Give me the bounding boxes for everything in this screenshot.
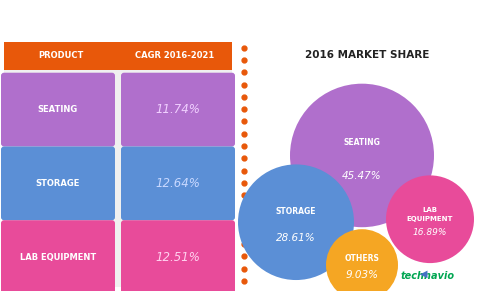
Text: SEATING: SEATING — [344, 138, 381, 147]
FancyBboxPatch shape — [1, 146, 115, 220]
Text: STORAGE: STORAGE — [36, 179, 80, 188]
Text: LAB EQUIPMENT: LAB EQUIPMENT — [20, 253, 96, 262]
Text: technavio: technavio — [401, 271, 455, 281]
Text: 11.74%: 11.74% — [156, 103, 201, 116]
Text: OTHERS: OTHERS — [345, 254, 379, 263]
Text: 9.03%: 9.03% — [346, 270, 379, 280]
Ellipse shape — [290, 84, 434, 227]
FancyBboxPatch shape — [1, 220, 115, 291]
Text: CAGR 2016-2021: CAGR 2016-2021 — [135, 51, 215, 60]
Text: ◀: ◀ — [420, 269, 428, 279]
Text: 16.89%: 16.89% — [413, 228, 447, 237]
FancyBboxPatch shape — [121, 73, 235, 146]
FancyBboxPatch shape — [4, 42, 232, 70]
Ellipse shape — [238, 164, 354, 280]
Text: 2016 MARKET SHARE: 2016 MARKET SHARE — [305, 50, 429, 60]
Text: 28.61%: 28.61% — [276, 233, 316, 243]
Text: 12.51%: 12.51% — [156, 251, 201, 264]
Text: SEATING: SEATING — [38, 105, 78, 114]
Text: EQUIPMENT: EQUIPMENT — [407, 216, 453, 222]
FancyBboxPatch shape — [121, 220, 235, 291]
Text: 45.47%: 45.47% — [342, 171, 382, 180]
Text: STORAGE: STORAGE — [276, 207, 316, 216]
FancyBboxPatch shape — [1, 73, 115, 146]
Ellipse shape — [326, 229, 398, 291]
Ellipse shape — [386, 175, 474, 263]
FancyBboxPatch shape — [4, 42, 232, 287]
Text: PRODUCT: PRODUCT — [38, 51, 84, 60]
Text: SCHOOL FURNITURE MARKET IN NORTH AMERICA BY PRODUCT: SCHOOL FURNITURE MARKET IN NORTH AMERICA… — [32, 13, 448, 25]
Text: LAB: LAB — [422, 207, 437, 213]
Text: 12.64%: 12.64% — [156, 177, 201, 190]
FancyBboxPatch shape — [121, 146, 235, 220]
